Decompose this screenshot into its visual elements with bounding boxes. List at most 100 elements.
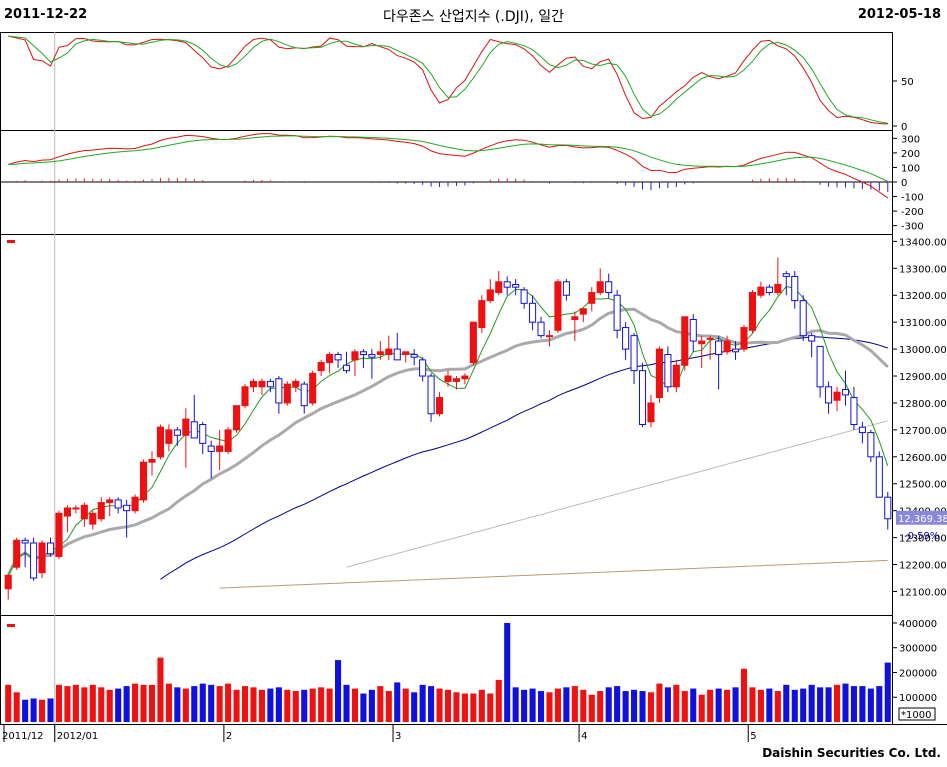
candle-down (875, 456, 883, 498)
x-tick-label: 5 (750, 731, 756, 742)
candle-down (664, 353, 672, 388)
volume-bar (115, 688, 122, 722)
candle-up (469, 321, 477, 364)
volume-bar (22, 699, 29, 722)
volume-bar (580, 689, 587, 722)
candle-up (224, 429, 232, 452)
candle-up (571, 316, 579, 320)
candle-up (554, 281, 562, 331)
macd-tick-label: 100 (901, 163, 920, 174)
candle-down (858, 426, 866, 434)
volume-bar (436, 688, 443, 722)
candle-down (816, 345, 824, 388)
candle-down (334, 353, 342, 361)
volume-tick-label: 400000 (899, 619, 937, 630)
candle-down (884, 496, 892, 520)
candle-up (139, 461, 148, 501)
candle-up (757, 286, 765, 296)
volume-bar (622, 691, 629, 722)
price-tick-label: 12800.00 (899, 399, 947, 410)
ma20-line (6, 307, 889, 576)
price-tick-label: 12900.00 (899, 372, 947, 383)
volume-bar (707, 689, 714, 722)
volume-bar (394, 682, 401, 722)
candle-up (89, 512, 97, 525)
volume-bar (783, 684, 790, 722)
volume-bar (385, 691, 392, 722)
price-tick-label: 12200.00 (899, 561, 947, 572)
volume-bar (757, 689, 764, 722)
candle-up (672, 364, 680, 388)
ma240-line (219, 559, 888, 589)
candle-up (402, 351, 410, 355)
volume-bar (258, 689, 265, 722)
candle-down (393, 348, 401, 361)
candle-up (647, 402, 655, 423)
volume-bar (664, 687, 671, 722)
stoch-tick-label: 50 (901, 77, 914, 88)
volume-bar (554, 688, 561, 722)
volume-bar (157, 657, 164, 722)
volume-bar (148, 684, 156, 722)
candle-down (173, 429, 181, 436)
candle-up (545, 335, 554, 338)
volume-bar (64, 686, 71, 722)
candle-down (342, 364, 351, 372)
volume-bar (174, 687, 181, 722)
volume-bar (267, 688, 274, 722)
volume-bar (656, 683, 663, 722)
candle-up (748, 292, 757, 331)
candle-up (38, 542, 46, 574)
volume-bar (791, 689, 798, 722)
volume-bar (81, 687, 88, 722)
x-tick-label: 2012/01 (57, 731, 99, 742)
candle-up (165, 429, 173, 444)
volume-bar (165, 683, 172, 722)
candle-up (106, 499, 114, 504)
volume-bar (428, 686, 435, 722)
volume-bar (537, 691, 545, 722)
candle-down (689, 318, 697, 342)
volume-bar (208, 684, 215, 722)
volume-bar (470, 693, 477, 722)
volume-bar (47, 698, 54, 722)
volume-bar (326, 688, 333, 722)
candle-up (435, 397, 444, 415)
candle-up (258, 380, 266, 388)
chart-header: 2011-12-22 다우존스 산업지수 (.DJI), 일간 2012-05-… (0, 0, 947, 30)
candle-up (655, 348, 663, 399)
volume-bar (808, 684, 815, 722)
candle-down (359, 351, 367, 355)
candle-down (419, 359, 427, 377)
volume-bar (284, 689, 291, 722)
candle-down (799, 300, 807, 337)
legend-marker (7, 240, 15, 243)
volume-bar (800, 688, 807, 722)
stochastic-panel (0, 32, 893, 131)
volume-bar (647, 692, 655, 722)
volume-bar (749, 687, 756, 722)
candle-down (368, 353, 376, 358)
stoch-tick-label: 0 (901, 122, 907, 133)
candle-down (537, 321, 545, 337)
candle-up (317, 362, 325, 372)
candle-up (216, 445, 224, 452)
candle-down (266, 380, 274, 388)
candle-up (182, 418, 190, 436)
candle-down (562, 281, 570, 296)
candle-up (326, 353, 334, 364)
volume-bar (360, 693, 367, 722)
volume-bar (123, 686, 130, 722)
candle-down (841, 388, 850, 396)
macd-line (8, 133, 889, 199)
candle-up (55, 512, 63, 557)
volume-bar (724, 689, 731, 722)
candle-up (13, 539, 21, 568)
candle-down (731, 348, 740, 353)
volume-bar (740, 668, 748, 722)
volume-bar (216, 686, 223, 722)
start-date: 2011-12-22 (4, 7, 88, 22)
candle-up (461, 375, 469, 380)
macd-tick-label: 200 (901, 149, 920, 160)
volume-bar (241, 686, 249, 722)
